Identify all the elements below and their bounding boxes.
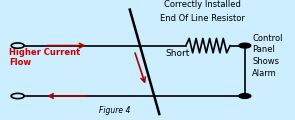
Text: End Of Line Resistor: End Of Line Resistor: [160, 14, 245, 23]
Text: Correctly Installed: Correctly Installed: [164, 0, 240, 9]
Text: Figure 4: Figure 4: [99, 106, 131, 115]
Circle shape: [239, 43, 251, 48]
Circle shape: [239, 94, 251, 98]
Text: Control
Panel
Shows
Alarm: Control Panel Shows Alarm: [252, 34, 283, 78]
Text: Higher Current
Flow: Higher Current Flow: [9, 48, 80, 67]
Text: Short: Short: [165, 49, 190, 59]
